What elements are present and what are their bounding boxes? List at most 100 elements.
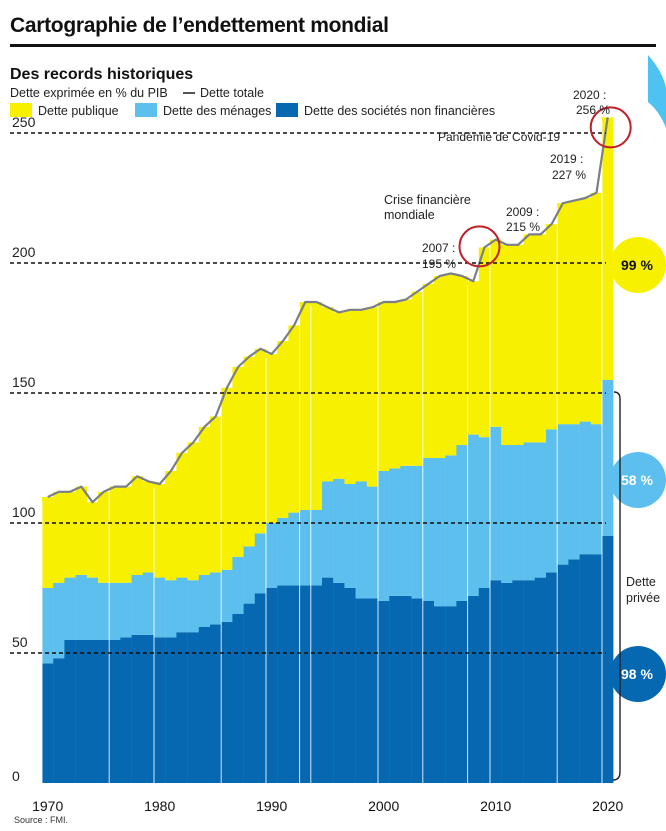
bar-segment-public-1984 — [198, 426, 211, 575]
bar-segment-households-2010 — [490, 426, 502, 581]
bar-segment-corporate-1991 — [277, 585, 289, 783]
bar-segment-public-1980 — [154, 484, 166, 578]
bar-segment-corporate-1982 — [176, 632, 188, 783]
bar-segment-public-2019 — [590, 192, 603, 425]
bar-segment-corporate-2003 — [411, 598, 423, 783]
bar-segment-households-2017 — [568, 424, 580, 560]
x-tick-label-1990: 1990 — [256, 798, 287, 814]
bar-segment-households-2007 — [456, 445, 468, 601]
badge-corporate-value: 98 % — [621, 666, 653, 682]
bar-segment-households-1981 — [165, 580, 177, 638]
bar-segment-public-1981 — [165, 471, 177, 581]
bar-segment-public-2007 — [456, 276, 468, 445]
bar-segment-households-2019 — [590, 424, 603, 555]
bar-segment-corporate-1998 — [355, 598, 367, 783]
bar-segment-public-1976 — [109, 486, 121, 583]
x-axis-tick-labels: 1970 1980 1990 2000 2010 2020 — [32, 798, 623, 814]
bar-segment-corporate-1984 — [198, 627, 211, 783]
bar-segment-corporate-1992 — [288, 585, 300, 783]
y-tick-label-50: 50 — [12, 634, 28, 650]
badge-public-circle — [610, 237, 666, 293]
bar-segment-households-2014 — [534, 442, 547, 578]
bar-segment-corporate-2020 — [602, 536, 614, 783]
y-tick-label-250: 250 — [12, 114, 36, 130]
bar-segment-corporate-1972 — [64, 640, 76, 783]
bar-segment-corporate-2016 — [557, 564, 569, 783]
bar-segment-public-1998 — [355, 309, 367, 482]
bar-segment-corporate-1975 — [98, 640, 110, 783]
annotation-crisis-line2: mondiale — [384, 208, 435, 222]
bar-segment-public-2012 — [512, 244, 524, 445]
bar-segment-public-2011 — [501, 244, 513, 445]
legend-label-households: Dette des ménages — [163, 104, 271, 118]
private-debt-label-line1: Dette — [626, 575, 656, 589]
bar-segment-public-1988 — [243, 356, 255, 547]
bar-segment-public-1994 — [310, 302, 323, 510]
bar-segment-public-1992 — [288, 325, 300, 513]
total-line-legend-label: Dette totale — [200, 86, 264, 100]
bar-segment-public-2013 — [523, 234, 535, 443]
bar-segment-corporate-2010 — [490, 580, 502, 783]
bar-segment-public-1987 — [232, 367, 244, 557]
bar-segment-corporate-2011 — [501, 582, 513, 783]
annotation-2007-year: 2007 : — [422, 241, 455, 255]
bar-segment-households-2004 — [422, 458, 435, 601]
bar-segment-corporate-2019 — [590, 554, 603, 783]
bar-segment-households-2001 — [389, 468, 401, 596]
bar-segment-corporate-1985 — [210, 624, 222, 783]
bar-segment-households-1976 — [109, 582, 121, 640]
bar-segment-public-2009 — [478, 247, 491, 438]
bar-segment-corporate-2008 — [467, 595, 479, 783]
bar-segment-corporate-1997 — [344, 588, 356, 783]
chart-subtitle: Dette exprimée en % du PIB — [10, 86, 168, 100]
bar-segment-households-1983 — [187, 580, 199, 633]
y-tick-label-150: 150 — [12, 374, 36, 390]
badge-households-circle — [610, 452, 666, 508]
bar-segment-households-1987 — [232, 556, 244, 614]
x-tick-label-2010: 2010 — [480, 798, 511, 814]
bar-segment-households-1990 — [266, 523, 278, 588]
annotation-2007-value: 195 % — [422, 257, 456, 271]
bar-segment-households-1998 — [355, 481, 367, 599]
bar-segment-households-2016 — [557, 424, 569, 565]
legend-swatch-public — [10, 103, 32, 117]
y-tick-label-0: 0 — [12, 768, 20, 784]
annotation-2019-value: 227 % — [552, 168, 586, 182]
chart-title: Des records historiques — [10, 66, 193, 83]
bar-segment-households-2015 — [546, 429, 558, 573]
bar-segment-public-2014 — [534, 234, 547, 443]
bar-segment-public-1985 — [210, 416, 222, 573]
bar-segment-households-1986 — [221, 569, 233, 622]
bar-segment-corporate-1980 — [154, 637, 166, 783]
bar-segment-corporate-2017 — [568, 559, 580, 783]
bar-segment-corporate-1974 — [86, 640, 99, 783]
bar-segment-households-1991 — [277, 517, 289, 586]
bar-segment-public-1997 — [344, 309, 356, 484]
bar-segment-public-1971 — [53, 491, 65, 583]
badge-corporate-circle — [610, 646, 666, 702]
bar-segment-public-2016 — [557, 203, 569, 425]
private-debt-bracket — [612, 391, 621, 781]
bar-segment-public-2008 — [467, 281, 479, 435]
bar-segment-households-1973 — [75, 575, 87, 640]
bar-segment-corporate-2006 — [445, 606, 457, 783]
bar-segment-households-1993 — [299, 510, 311, 586]
bar-segment-households-1988 — [243, 546, 255, 604]
y-axis-tick-labels: 0 50 100 150 200 250 — [12, 114, 36, 784]
bar-segment-corporate-1989 — [254, 593, 267, 783]
x-tick-label-2000: 2000 — [368, 798, 399, 814]
bar-segment-households-2011 — [501, 445, 513, 583]
bar-segment-households-2000 — [378, 471, 390, 601]
badge-households-value: 58 % — [621, 472, 653, 488]
bar-segment-corporate-2001 — [389, 595, 401, 783]
bar-segment-public-2001 — [389, 302, 401, 469]
annotation-covid: Pandémie de Covid-19 — [438, 130, 560, 144]
decorative-accent-arc — [648, 55, 666, 128]
annotation-2009-value: 215 % — [506, 220, 540, 234]
bar-segment-public-2002 — [400, 299, 412, 466]
y-tick-label-100: 100 — [12, 504, 36, 520]
bar-segment-households-2009 — [478, 437, 491, 588]
bar-segment-households-2003 — [411, 465, 423, 599]
bar-segment-public-2004 — [422, 283, 435, 458]
bar-segment-public-1978 — [131, 476, 143, 575]
